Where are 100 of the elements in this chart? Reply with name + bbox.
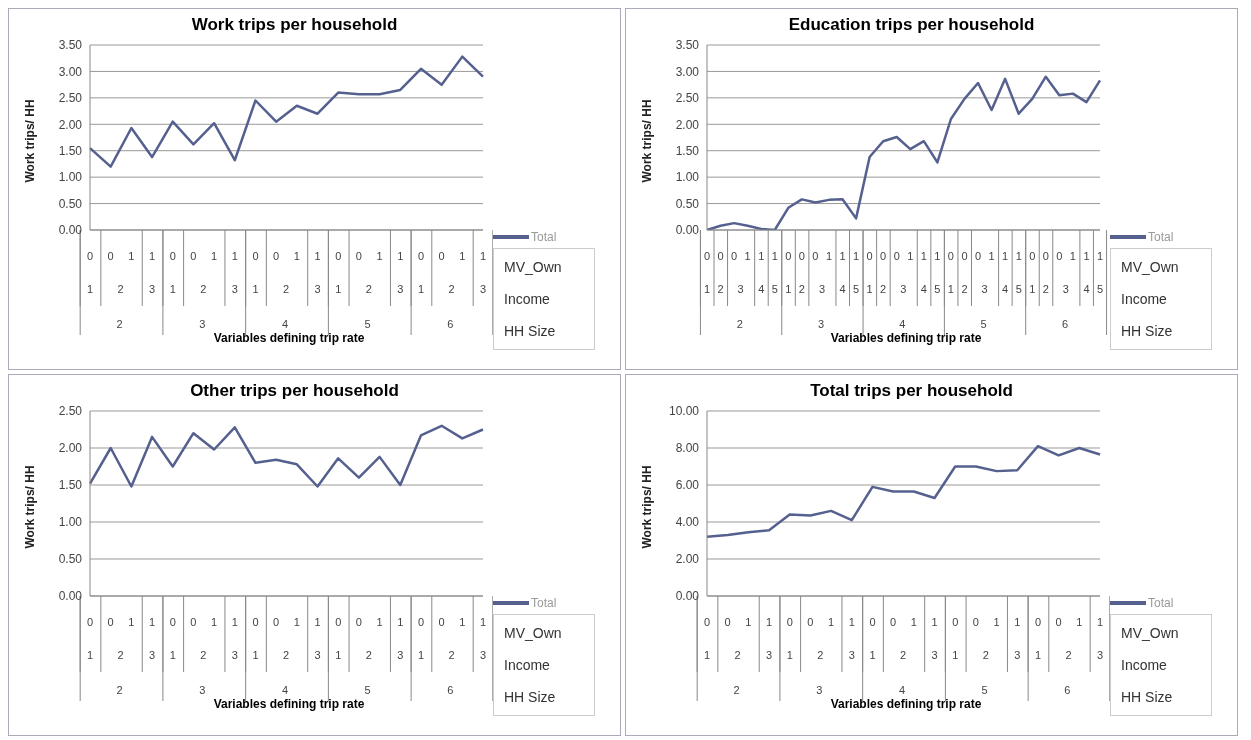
x-tick-label: 0 [1029, 250, 1036, 262]
y-axis-title: Work trips/ HH [23, 99, 38, 183]
x-tick-label: 1 [1096, 616, 1104, 628]
x-tick-label: 1 [1083, 250, 1090, 262]
x-tick-label: 0 [890, 616, 897, 628]
line-series [88, 55, 485, 168]
text: 1 [785, 283, 792, 295]
x-tick-label: 1 [128, 250, 135, 262]
text: 3 [931, 649, 938, 661]
x-tick-label: 0 [169, 616, 176, 628]
x-tick-label: 0 [786, 616, 793, 628]
x-tick-label: 0 [866, 250, 873, 262]
text: 2 [736, 318, 743, 330]
text: 1 [703, 649, 711, 661]
y-tick-label: 0.50 [58, 552, 83, 567]
text: 3 [231, 649, 238, 661]
y-tick-label: 2.00 [675, 552, 700, 567]
x-tick-label: 1 [828, 616, 835, 628]
text: 1 [417, 283, 425, 295]
y-tick-label: 6.00 [675, 478, 700, 493]
text: 1 [1034, 649, 1042, 661]
text: 3 [737, 283, 744, 295]
text: 3 [148, 283, 156, 295]
text: Income [1121, 657, 1168, 673]
x-tick-label: 1 [934, 250, 941, 262]
text: 5 [853, 283, 860, 295]
text: 3 [1096, 649, 1104, 661]
x-axis-title: Variables defining trip rate [212, 697, 366, 711]
x-tick-label: 0 [273, 616, 280, 628]
text: 1 [952, 649, 959, 661]
x-tick-label: 1 [1002, 250, 1009, 262]
text: HH Size [504, 323, 557, 339]
text: 6 [1064, 684, 1071, 696]
x-tick-label: 0 [335, 250, 342, 262]
x-tick-label: 1 [1069, 250, 1076, 262]
text: MV_Own [1121, 625, 1180, 641]
y-tick-label: 1.50 [58, 478, 83, 493]
text: 1 [252, 283, 259, 295]
text: 5 [981, 684, 988, 696]
text: 3 [816, 684, 823, 696]
x-tick-label: 1 [314, 616, 321, 628]
text: 1 [786, 649, 793, 661]
x-tick-label: 1 [758, 250, 765, 262]
text: 2 [448, 649, 455, 661]
y-tick-label: 10.00 [668, 404, 700, 419]
x-tick-label: 0 [355, 616, 362, 628]
x-tick-label: 0 [798, 250, 805, 262]
x-tick-label: 0 [190, 250, 197, 262]
text: 3 [1062, 283, 1069, 295]
y-tick-label: 3.00 [675, 64, 700, 79]
x-tick-label: 0 [869, 616, 876, 628]
chart-title: Education trips per household [787, 15, 1036, 35]
x-tick-label: 0 [86, 250, 94, 262]
x-tick-label: 0 [703, 250, 711, 262]
text: 5 [934, 283, 941, 295]
x-axis-title: Variables defining trip rate [829, 331, 983, 345]
x-tick-label: 1 [853, 250, 860, 262]
x-tick-label: 1 [211, 616, 218, 628]
text: 4 [758, 283, 765, 295]
text: 5 [980, 318, 987, 330]
text: 3 [900, 283, 907, 295]
y-tick-label: 0.00 [675, 589, 700, 604]
y-tick-label: 1.50 [58, 143, 83, 158]
legend-label: Total [1148, 230, 1174, 244]
x-tick-label: 1 [910, 616, 917, 628]
text: Income [504, 657, 551, 673]
text: 3 [397, 283, 404, 295]
x-tick-label: 0 [252, 616, 259, 628]
x-axis-title: Variables defining trip rate [212, 331, 366, 345]
text: 4 [281, 684, 289, 696]
text: 2 [717, 283, 724, 295]
text: 4 [1083, 283, 1090, 295]
text: 2 [880, 283, 887, 295]
legend-label: Total [531, 596, 557, 610]
text: 2 [798, 283, 805, 295]
x-tick-label: 1 [839, 250, 846, 262]
text: 1 [947, 283, 954, 295]
text: 2 [448, 283, 455, 295]
text: 5 [1015, 283, 1022, 295]
y-tick-label: 0.50 [58, 196, 83, 211]
x-tick-label: 1 [231, 616, 238, 628]
chart-title: Total trips per household [809, 381, 1014, 401]
x-tick-label: 1 [314, 250, 321, 262]
text: 2 [365, 283, 372, 295]
legend-label: Total [1148, 596, 1174, 610]
text: 1 [866, 283, 873, 295]
text: 1 [417, 649, 425, 661]
x-tick-label: 1 [293, 616, 300, 628]
text: 1 [252, 649, 259, 661]
x-tick-label: 0 [731, 250, 738, 262]
x-tick-label: 1 [848, 616, 855, 628]
y-axis-title: Work trips/ HH [640, 99, 655, 183]
x-tick-label: 1 [376, 616, 383, 628]
x-tick-label: 0 [961, 250, 968, 262]
text: 1 [335, 649, 342, 661]
text: 6 [1061, 318, 1069, 330]
x-tick-label: 1 [293, 250, 300, 262]
text: 3 [231, 283, 238, 295]
y-tick-label: 1.00 [58, 515, 83, 530]
text: 3 [479, 283, 487, 295]
